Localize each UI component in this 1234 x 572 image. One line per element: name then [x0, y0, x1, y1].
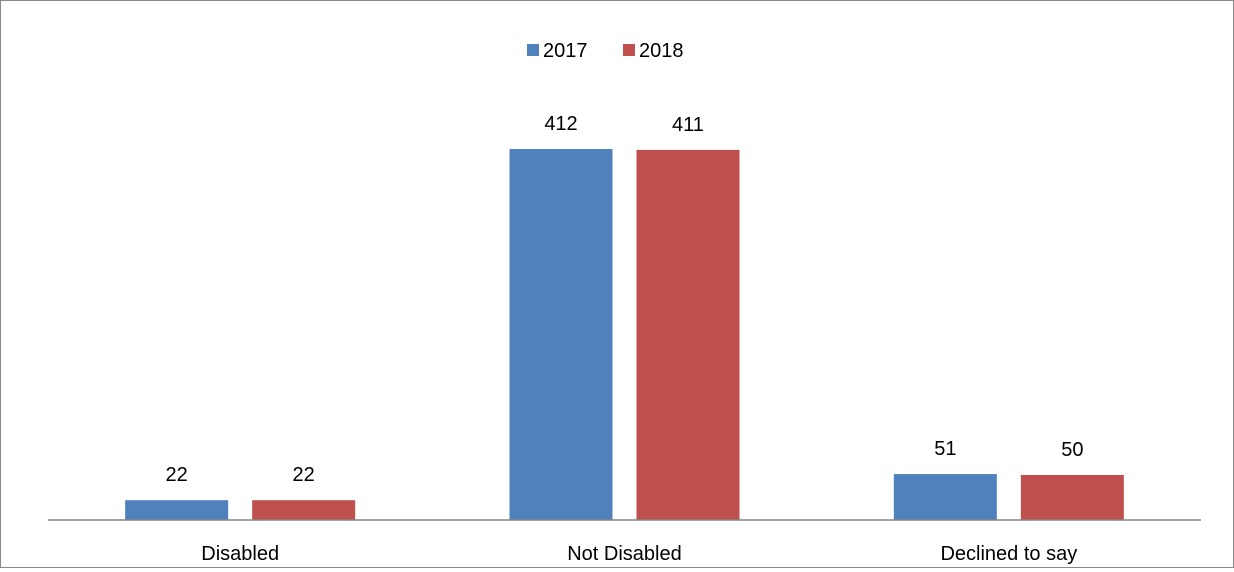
- data-label: 50: [1061, 439, 1083, 461]
- data-label: 51: [934, 438, 956, 460]
- legend-swatch-2017: [527, 44, 539, 56]
- legend-swatch-2018: [623, 44, 635, 56]
- bar-2017-declined-to-say: [893, 474, 997, 520]
- legend-label-2018: 2018: [639, 40, 684, 62]
- data-label: 22: [293, 464, 315, 486]
- x-tick-label: Not Disabled: [567, 543, 682, 565]
- x-tick-label: Disabled: [201, 543, 279, 565]
- data-label: 412: [544, 113, 577, 135]
- bar-2017-not-disabled: [509, 149, 613, 520]
- bars: [125, 149, 1124, 520]
- bar-2018-disabled: [252, 500, 356, 520]
- bar-2017-disabled: [125, 500, 229, 520]
- bar-2018-declined-to-say: [1020, 474, 1124, 520]
- legend: 2017 2018: [527, 40, 684, 62]
- legend-label-2017: 2017: [543, 40, 588, 62]
- data-label: 411: [672, 114, 704, 136]
- x-tick-label: Declined to say: [940, 543, 1077, 565]
- bar-2018-not-disabled: [636, 149, 740, 520]
- data-labels: 22 22 412 411 51 50: [166, 113, 1084, 486]
- data-label: 22: [166, 464, 188, 486]
- x-tick-labels: Disabled Not Disabled Declined to say: [201, 543, 1077, 565]
